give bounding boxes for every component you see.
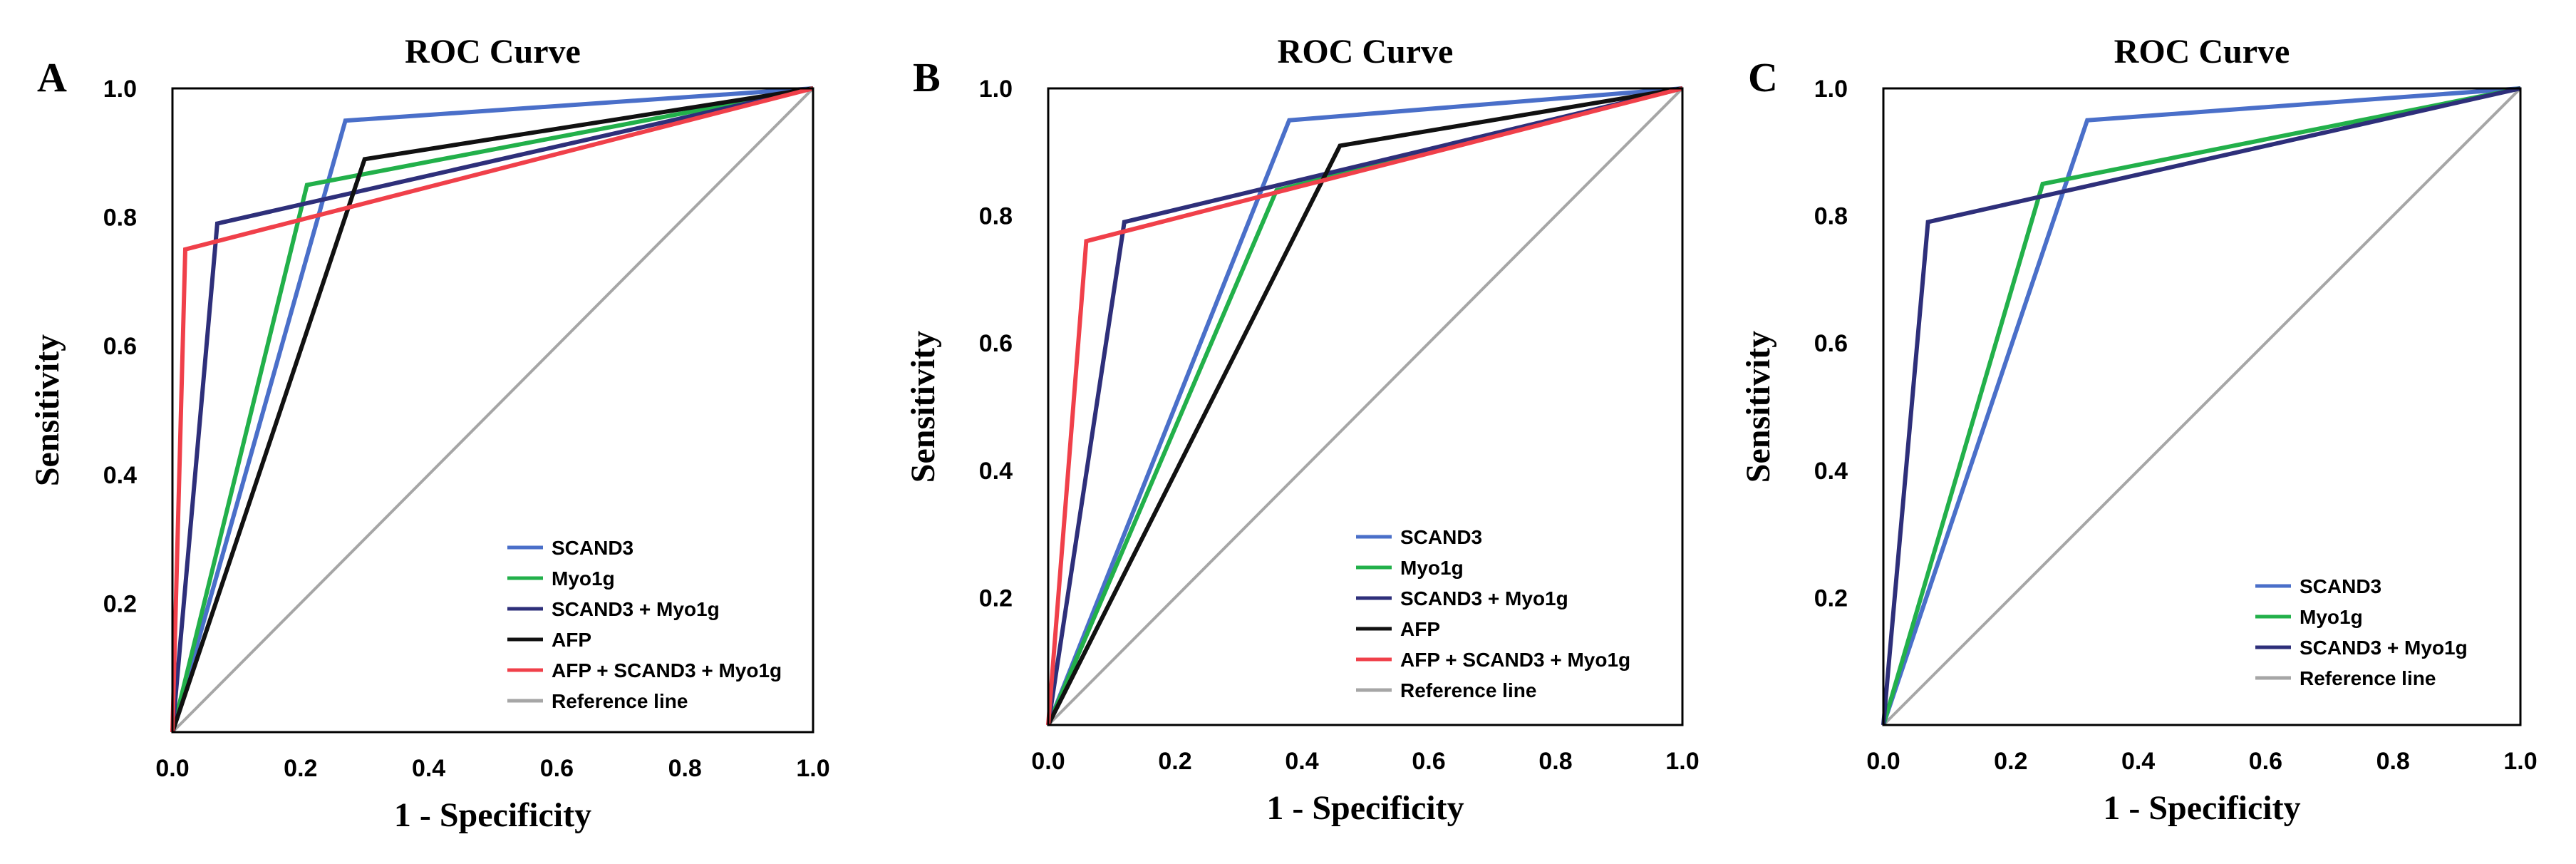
chart-c-legend-label: SCAND3 + Myo1g: [2300, 637, 2468, 659]
chart-c-x-tick: 0.8: [2376, 748, 2410, 775]
chart-a-x-tick: 1.0: [796, 755, 829, 782]
chart-b-legend-label: SCAND3: [1400, 526, 1482, 548]
chart-b-legend-label: SCAND3 + Myo1g: [1400, 587, 1568, 610]
chart-b-legend-label: AFP + SCAND3 + Myo1g: [1400, 649, 1630, 671]
chart-b-x-tick: 0.8: [1538, 748, 1572, 775]
chart-a-x-axis-label: 1 - Specificity: [394, 796, 591, 834]
chart-a-series-afp: [170, 86, 814, 733]
chart-a-plot-frame: [171, 87, 814, 734]
chart-a-series-myo1g: [170, 86, 814, 733]
chart-a-legend-label: AFP + SCAND3 + Myo1g: [552, 659, 782, 682]
chart-b-y-tick: 1.0: [979, 76, 1013, 103]
chart-c-series-scand3-myo1g: [1881, 86, 2521, 726]
chart-c-series-scand3: [1881, 86, 2521, 726]
chart-c-x-tick: 0.0: [1866, 748, 1900, 775]
chart-b-series-scand3-myo1g: [1046, 86, 1683, 726]
chart-a-series-scand3: [170, 86, 814, 733]
chart-a-x-tick: 0.6: [540, 755, 574, 782]
chart-a-legend-label: SCAND3 + Myo1g: [552, 598, 720, 620]
chart-a-legend-label: Myo1g: [552, 567, 615, 590]
chart-c-x-tick: 1.0: [2503, 748, 2537, 775]
chart-c-y-tick: 0.8: [1814, 203, 1848, 230]
chart-b-y-tick: 0.4: [979, 458, 1013, 485]
chart-b-legend-label: Reference line: [1400, 679, 1536, 701]
chart-a-title: ROC Curve: [405, 33, 581, 71]
chart-a-panel-letter: A: [37, 54, 67, 101]
chart-c-panel-letter: C: [1748, 54, 1778, 101]
chart-c-legend-label: Myo1g: [2300, 606, 2363, 628]
chart-c-y-tick: 0.2: [1814, 585, 1848, 612]
chart-a-legend-label: Reference line: [552, 690, 688, 712]
chart-b-x-tick: 0.0: [1031, 748, 1065, 775]
chart-a-x-tick: 0.4: [412, 755, 445, 782]
chart-c-series-reference-line: [1882, 87, 2522, 726]
chart-a-y-axis-label: Sensitivity: [29, 334, 66, 486]
chart-b-x-tick: 0.6: [1412, 748, 1445, 775]
chart-c-x-axis-label: 1 - Specificity: [2103, 789, 2300, 827]
chart-a-y-tick: 0.6: [103, 333, 137, 360]
chart-b-y-tick: 0.2: [979, 585, 1013, 612]
chart-a-series-scand3-myo1g: [170, 86, 814, 733]
chart-c-x-tick: 0.6: [2249, 748, 2282, 775]
chart-b-series-afp-scand3-myo1g: [1046, 86, 1683, 726]
chart-b-y-tick: 0.6: [979, 330, 1013, 357]
chart-b-series-afp: [1046, 86, 1683, 726]
chart-c-x-tick: 0.2: [1994, 748, 2027, 775]
chart-b-x-tick: 1.0: [1665, 748, 1699, 775]
chart-a-legend-label: SCAND3: [552, 537, 633, 559]
chart-b-plot-frame: [1047, 87, 1684, 726]
chart-c-legend-label: SCAND3: [2300, 575, 2381, 597]
chart-b-legend-label: AFP: [1400, 618, 1440, 640]
chart-b-y-tick: 0.8: [979, 203, 1013, 230]
chart-b-legend-label: Myo1g: [1400, 557, 1464, 579]
chart-a-x-tick: 0.8: [668, 755, 702, 782]
chart-a-legend-label: AFP: [552, 629, 591, 651]
chart-a-x-tick: 0.2: [284, 755, 317, 782]
chart-a-y-tick: 0.2: [103, 590, 137, 617]
chart-c-title: ROC Curve: [2114, 33, 2290, 71]
chart-a-y-tick: 1.0: [103, 76, 137, 103]
chart-c-y-tick: 0.6: [1814, 330, 1848, 357]
chart-c-plot-frame: [1882, 87, 2522, 726]
chart-c-legend-label: Reference line: [2300, 667, 2436, 689]
chart-b-x-axis-label: 1 - Specificity: [1266, 789, 1464, 827]
chart-c-y-tick: 1.0: [1814, 76, 1848, 103]
chart-b-panel-letter: B: [913, 54, 941, 101]
chart-b-series-scand3: [1046, 86, 1683, 726]
chart-b-title: ROC Curve: [1278, 33, 1454, 71]
chart-c-y-tick: 0.4: [1814, 458, 1848, 485]
chart-c-series-myo1g: [1881, 86, 2521, 726]
chart-a-y-tick: 0.8: [103, 205, 137, 232]
chart-a-y-tick: 0.4: [103, 462, 137, 489]
chart-b-x-tick: 0.4: [1285, 748, 1318, 775]
chart-b-x-tick: 0.2: [1158, 748, 1191, 775]
chart-b-series-reference-line: [1047, 87, 1684, 726]
chart-a-x-tick: 0.0: [155, 755, 189, 782]
chart-a-series-reference-line: [171, 87, 814, 734]
chart-b-y-axis-label: Sensitivity: [904, 331, 942, 483]
chart-c-x-tick: 0.4: [2121, 748, 2155, 775]
chart-a-series-afp-scand3-myo1g: [170, 86, 814, 733]
chart-c-y-axis-label: Sensitivity: [1739, 331, 1777, 483]
